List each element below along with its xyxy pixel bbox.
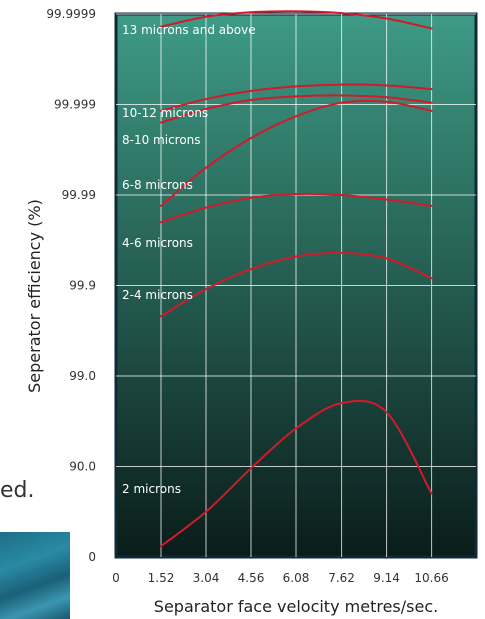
series-line xyxy=(160,94,433,124)
series-label: 8-10 microns xyxy=(122,133,201,147)
x-tick-label: 10.66 xyxy=(414,571,448,585)
y-tick-label: 99.99 xyxy=(62,188,96,202)
y-tick-label: 0 xyxy=(88,550,96,564)
x-tick-label: 0 xyxy=(112,571,120,585)
series-line xyxy=(160,99,433,207)
series-line xyxy=(160,399,433,548)
series-labels: 13 microns and above 10-12 microns 8-10 mi… xyxy=(122,23,256,496)
series-label: 13 microns and above xyxy=(122,23,256,37)
series-line xyxy=(160,10,433,30)
series-label: 2 microns xyxy=(122,482,181,496)
series-label: 10-12 microns xyxy=(122,106,208,120)
series-label: 2-4 microns xyxy=(122,288,193,302)
x-tick-labels: 0 1.52 3.04 4.56 6.08 7.62 9.14 10.66 xyxy=(112,571,449,585)
x-tick-label: 9.14 xyxy=(373,571,400,585)
x-tick-label: 4.56 xyxy=(238,571,265,585)
series-line xyxy=(160,83,433,112)
y-tick-label: 99.9 xyxy=(69,279,96,293)
y-tick-label: 90.0 xyxy=(69,460,96,474)
series-label: 4-6 microns xyxy=(122,236,193,250)
x-axis-label: Separator face velocity metres/sec. xyxy=(154,597,438,616)
series-line xyxy=(160,192,433,224)
series-lines xyxy=(160,10,433,548)
background-page-text: ed. xyxy=(0,478,35,503)
y-tick-label: 99.999 xyxy=(54,98,96,112)
y-tick-labels: 0 90.0 99.0 99.9 99.99 99.999 99.9999 xyxy=(46,7,96,564)
x-tick-label: 7.62 xyxy=(328,571,355,585)
series-label: 6-8 microns xyxy=(122,178,193,192)
y-tick-label: 99.9999 xyxy=(46,7,96,21)
background-photo xyxy=(0,532,70,619)
x-tick-label: 3.04 xyxy=(193,571,220,585)
series-line xyxy=(160,251,433,318)
y-tick-label: 99.0 xyxy=(69,369,96,383)
y-axis-label: Seperator efficiency (%) xyxy=(25,199,44,393)
x-tick-label: 6.08 xyxy=(283,571,310,585)
x-tick-label: 1.52 xyxy=(148,571,175,585)
